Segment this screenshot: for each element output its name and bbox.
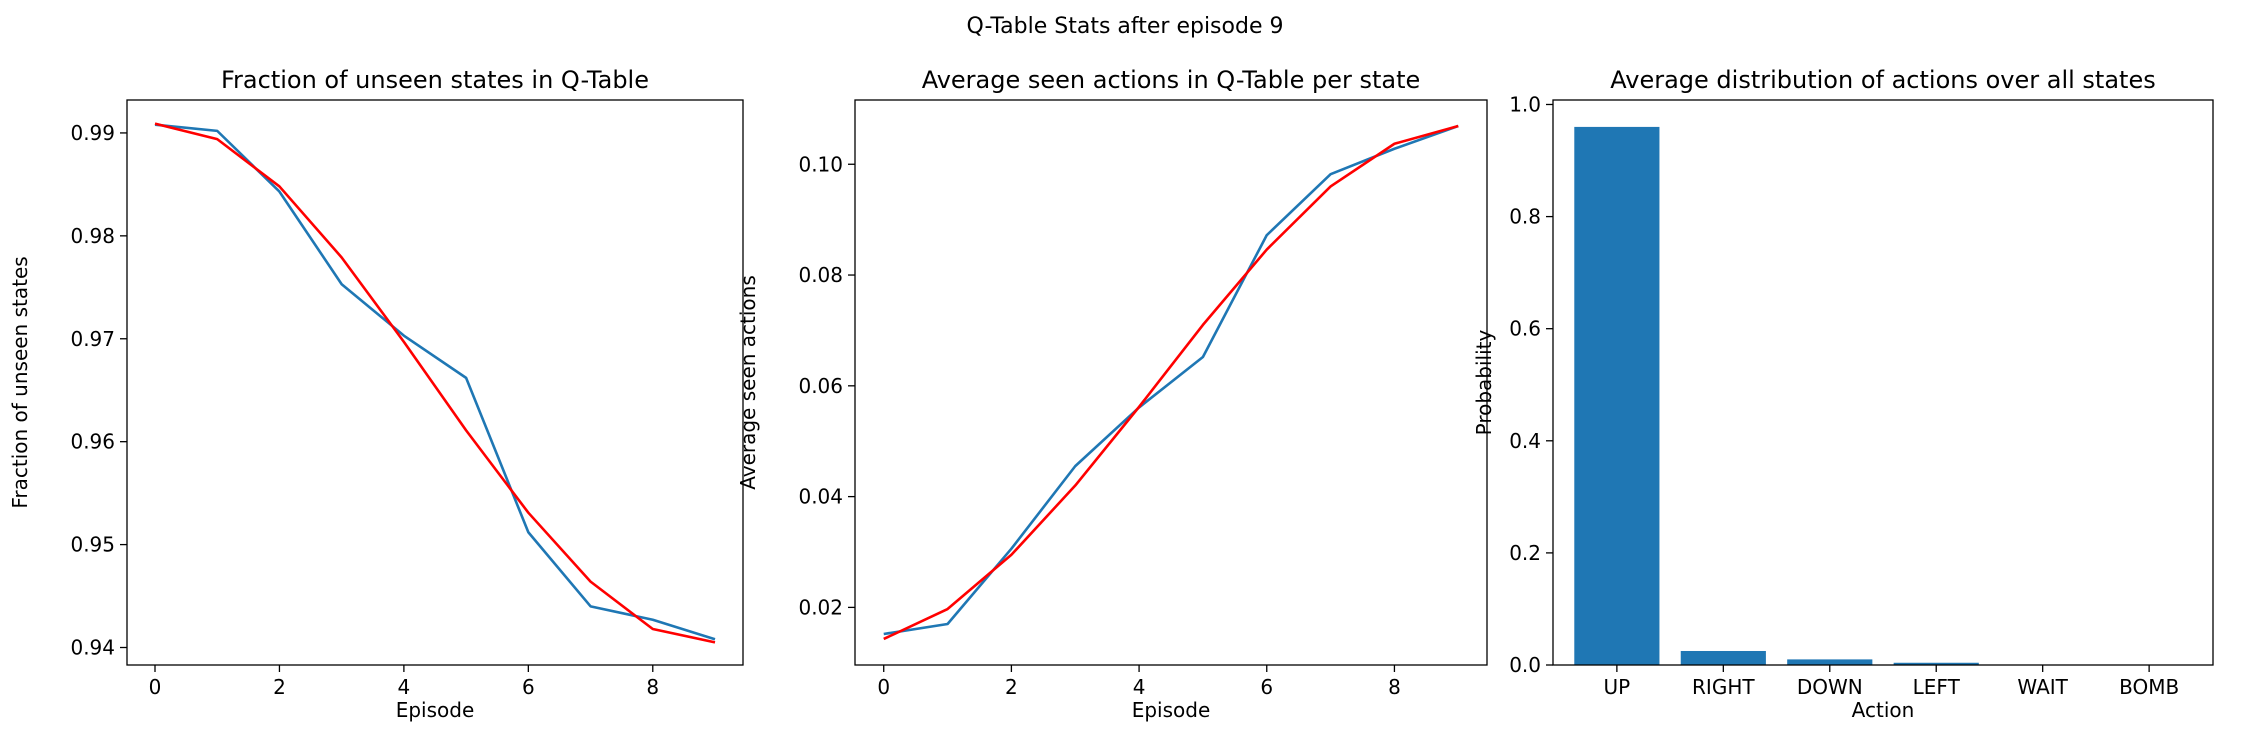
figure-suptitle: Q-Table Stats after episode 9: [967, 14, 1284, 39]
x-tick-label: WAIT: [2017, 675, 2068, 699]
x-tick-label: 4: [398, 675, 411, 699]
x-tick-label: 2: [273, 675, 286, 699]
chart-title: Average seen actions in Q-Table per stat…: [922, 66, 1421, 94]
y-tick-label: 1.0: [1509, 92, 1541, 116]
y-tick-label: 0.10: [798, 152, 843, 176]
y-tick-label: 0.98: [70, 224, 115, 248]
bar-right: [1680, 650, 1766, 665]
y-tick-label: 0.94: [70, 636, 115, 660]
chart-title: Fraction of unseen states in Q-Table: [221, 66, 649, 94]
axes-frame: [1552, 99, 2214, 666]
y-tick-label: 0.6: [1509, 317, 1541, 341]
series-line-2: [154, 122, 716, 644]
y-axis-label: Average seen actions: [736, 275, 760, 490]
y-tick-label: 0.4: [1509, 429, 1541, 453]
x-tick-label: 6: [1260, 675, 1273, 699]
x-axis-label: Action: [1852, 698, 1915, 722]
chart-1: Fraction of unseen states in Q-Table 0 2 4 6…: [8, 66, 744, 722]
bar-left: [1893, 662, 1979, 665]
chart-title: Average distribution of actions over all…: [1610, 66, 2155, 94]
bar-up: [1574, 126, 1660, 665]
x-tick-label: 0: [149, 675, 162, 699]
y-tick-label: 0.96: [70, 430, 115, 454]
y-tick-label: 0.97: [70, 327, 115, 351]
x-tick-label: 2: [1005, 675, 1018, 699]
x-tick-label: UP: [1604, 675, 1631, 699]
series-line-1: [883, 124, 1459, 636]
x-tick-label: 0: [877, 675, 890, 699]
y-tick-label: 0.2: [1509, 541, 1541, 565]
y-axis-label: Fraction of unseen states: [8, 256, 32, 508]
x-tick-label: DOWN: [1797, 675, 1863, 699]
x-tick-label: 8: [1388, 675, 1401, 699]
y-tick-label: 0.95: [70, 533, 115, 557]
x-tick-label: 4: [1133, 675, 1146, 699]
chart-3: Average distribution of actions over all…: [1472, 66, 2214, 722]
y-tick-label: 0.06: [798, 374, 843, 398]
chart-2: Average seen actions in Q-Table per stat…: [736, 66, 1488, 722]
y-tick-label: 0.99: [70, 121, 115, 145]
x-tick-label: LEFT: [1913, 675, 1961, 699]
axes-frame: [126, 99, 744, 666]
x-axis-label: Episode: [1132, 698, 1211, 722]
series-line-2: [883, 124, 1459, 641]
x-tick-label: RIGHT: [1692, 675, 1755, 699]
y-axis-label: Probability: [1472, 329, 1496, 435]
x-axis-label: Episode: [396, 698, 475, 722]
y-tick-label: 0.04: [798, 485, 843, 509]
y-tick-label: 0.8: [1509, 205, 1541, 229]
bar-down: [1787, 659, 1873, 665]
x-tick-label: 6: [522, 675, 535, 699]
x-tick-label: BOMB: [2119, 675, 2179, 699]
axes-frame: [854, 99, 1488, 666]
y-tick-label: 0.08: [798, 263, 843, 287]
charts-container: Fraction of unseen states in Q-Table 0 2 4 6…: [8, 66, 2214, 722]
y-tick-label: 0.0: [1509, 653, 1541, 677]
x-tick-label: 8: [646, 675, 659, 699]
y-tick-label: 0.02: [798, 595, 843, 619]
